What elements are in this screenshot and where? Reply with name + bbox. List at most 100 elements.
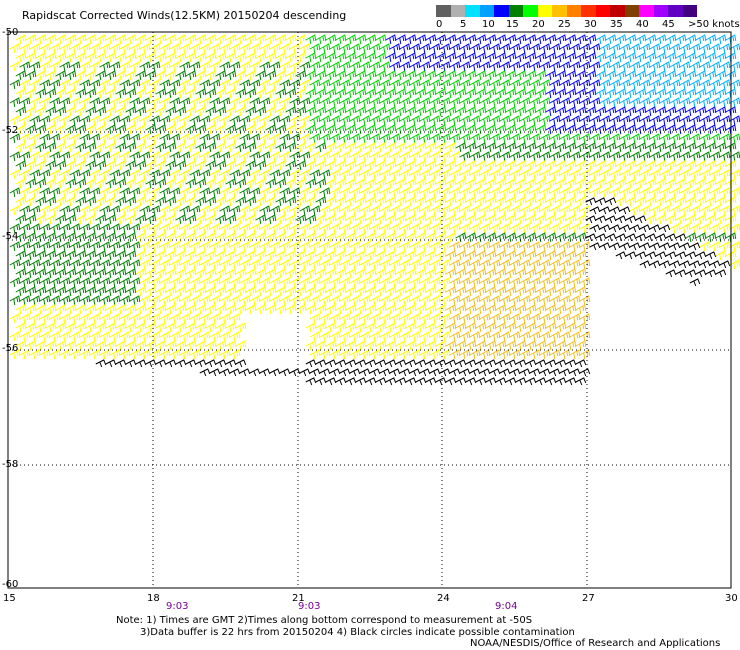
wind-barb (545, 160, 557, 171)
wind-barb (305, 232, 317, 243)
wind-barb (139, 43, 151, 54)
wind-barb (489, 151, 501, 162)
wind-barb (135, 214, 147, 225)
wind-barb (485, 214, 497, 225)
wind-barb (109, 349, 121, 360)
wind-barb (179, 151, 191, 162)
wind-barb (289, 295, 301, 306)
wind-barb (635, 178, 647, 189)
wind-barb (79, 277, 91, 288)
lat-tick-52: -52 (2, 125, 19, 136)
wind-barb (35, 52, 47, 63)
wind-barb (25, 214, 37, 225)
wind-barb (329, 43, 341, 54)
scale-label-15: 15 (506, 19, 519, 30)
wind-barb (165, 214, 177, 225)
wind-barb (19, 313, 31, 324)
wind-barb (485, 268, 497, 279)
wind-barb (169, 187, 181, 198)
wind-barb (689, 43, 701, 54)
wind-barb (289, 151, 301, 162)
wind-barb (505, 250, 517, 261)
wind-barb (299, 169, 311, 180)
wind-barb (155, 106, 167, 117)
wind-barb (45, 268, 57, 279)
wind-barb (289, 115, 301, 126)
wind-barb (49, 241, 61, 252)
wind-barb (149, 241, 161, 252)
wind-barb (489, 313, 501, 324)
wind-barb (459, 187, 471, 198)
wind-barb (49, 349, 61, 360)
wind-barb (469, 151, 481, 162)
wind-barb (445, 340, 457, 351)
wind-barb (25, 304, 37, 315)
wind-barb (349, 277, 361, 288)
wind-barb (249, 79, 261, 90)
wind-barb (235, 322, 247, 333)
wind-barb (615, 124, 627, 135)
wind-barb (375, 178, 387, 189)
wind-barb (415, 340, 427, 351)
wind-barb (539, 205, 551, 216)
wind-barb (575, 268, 587, 279)
wind-barb (475, 268, 487, 279)
wind-barb (439, 368, 451, 377)
wind-barb (279, 187, 291, 198)
wind-barb (65, 286, 77, 297)
wind-barb (559, 97, 571, 108)
scale-label-20: 20 (532, 19, 545, 30)
wind-barb (159, 43, 171, 54)
wind-barb (695, 160, 707, 171)
wind-barb (85, 160, 97, 171)
wind-barb (559, 133, 571, 144)
wind-barb (575, 70, 587, 81)
wind-barb (165, 196, 177, 207)
wind-barb (149, 97, 161, 108)
wind-barb (405, 178, 417, 189)
wind-barb (79, 97, 91, 108)
wind-barb (469, 115, 481, 126)
wind-barb (229, 295, 241, 306)
wind-barb (625, 34, 637, 45)
wind-barb (319, 223, 331, 234)
wind-barb (345, 70, 357, 81)
wind-barb (605, 106, 617, 117)
wind-barb (575, 214, 587, 225)
wind-barb (195, 34, 207, 45)
wind-barb (535, 286, 547, 297)
scale-swatch (653, 5, 668, 17)
wind-barb (715, 196, 727, 207)
wind-barb (135, 322, 147, 333)
wind-barb (319, 169, 331, 180)
wind-barb (465, 214, 477, 225)
wind-barb (149, 169, 161, 180)
wind-barb (175, 359, 187, 368)
wind-barb (519, 97, 531, 108)
wind-barb (709, 223, 721, 234)
wind-barb (495, 286, 507, 297)
wind-barb (389, 187, 401, 198)
wind-barb (525, 268, 537, 279)
wind-barb (479, 349, 491, 360)
wind-barb (365, 160, 377, 171)
wind-barb (135, 160, 147, 171)
wind-barb (79, 349, 91, 360)
wind-barb (49, 331, 61, 342)
wind-barb (395, 214, 407, 225)
wind-barb (575, 286, 587, 297)
wind-barb (549, 277, 561, 288)
wind-barb (705, 142, 717, 153)
wind-barb (65, 88, 77, 99)
wind-barb (369, 133, 381, 144)
wind-barb (109, 151, 121, 162)
wind-barb (89, 43, 101, 54)
wind-barb (555, 286, 567, 297)
wind-barb (329, 61, 341, 72)
wind-barb (179, 97, 191, 108)
wind-barb (169, 331, 181, 342)
wind-barb (469, 169, 481, 180)
wind-barb (455, 142, 467, 153)
wind-barb (125, 322, 137, 333)
wind-barb (375, 214, 387, 225)
